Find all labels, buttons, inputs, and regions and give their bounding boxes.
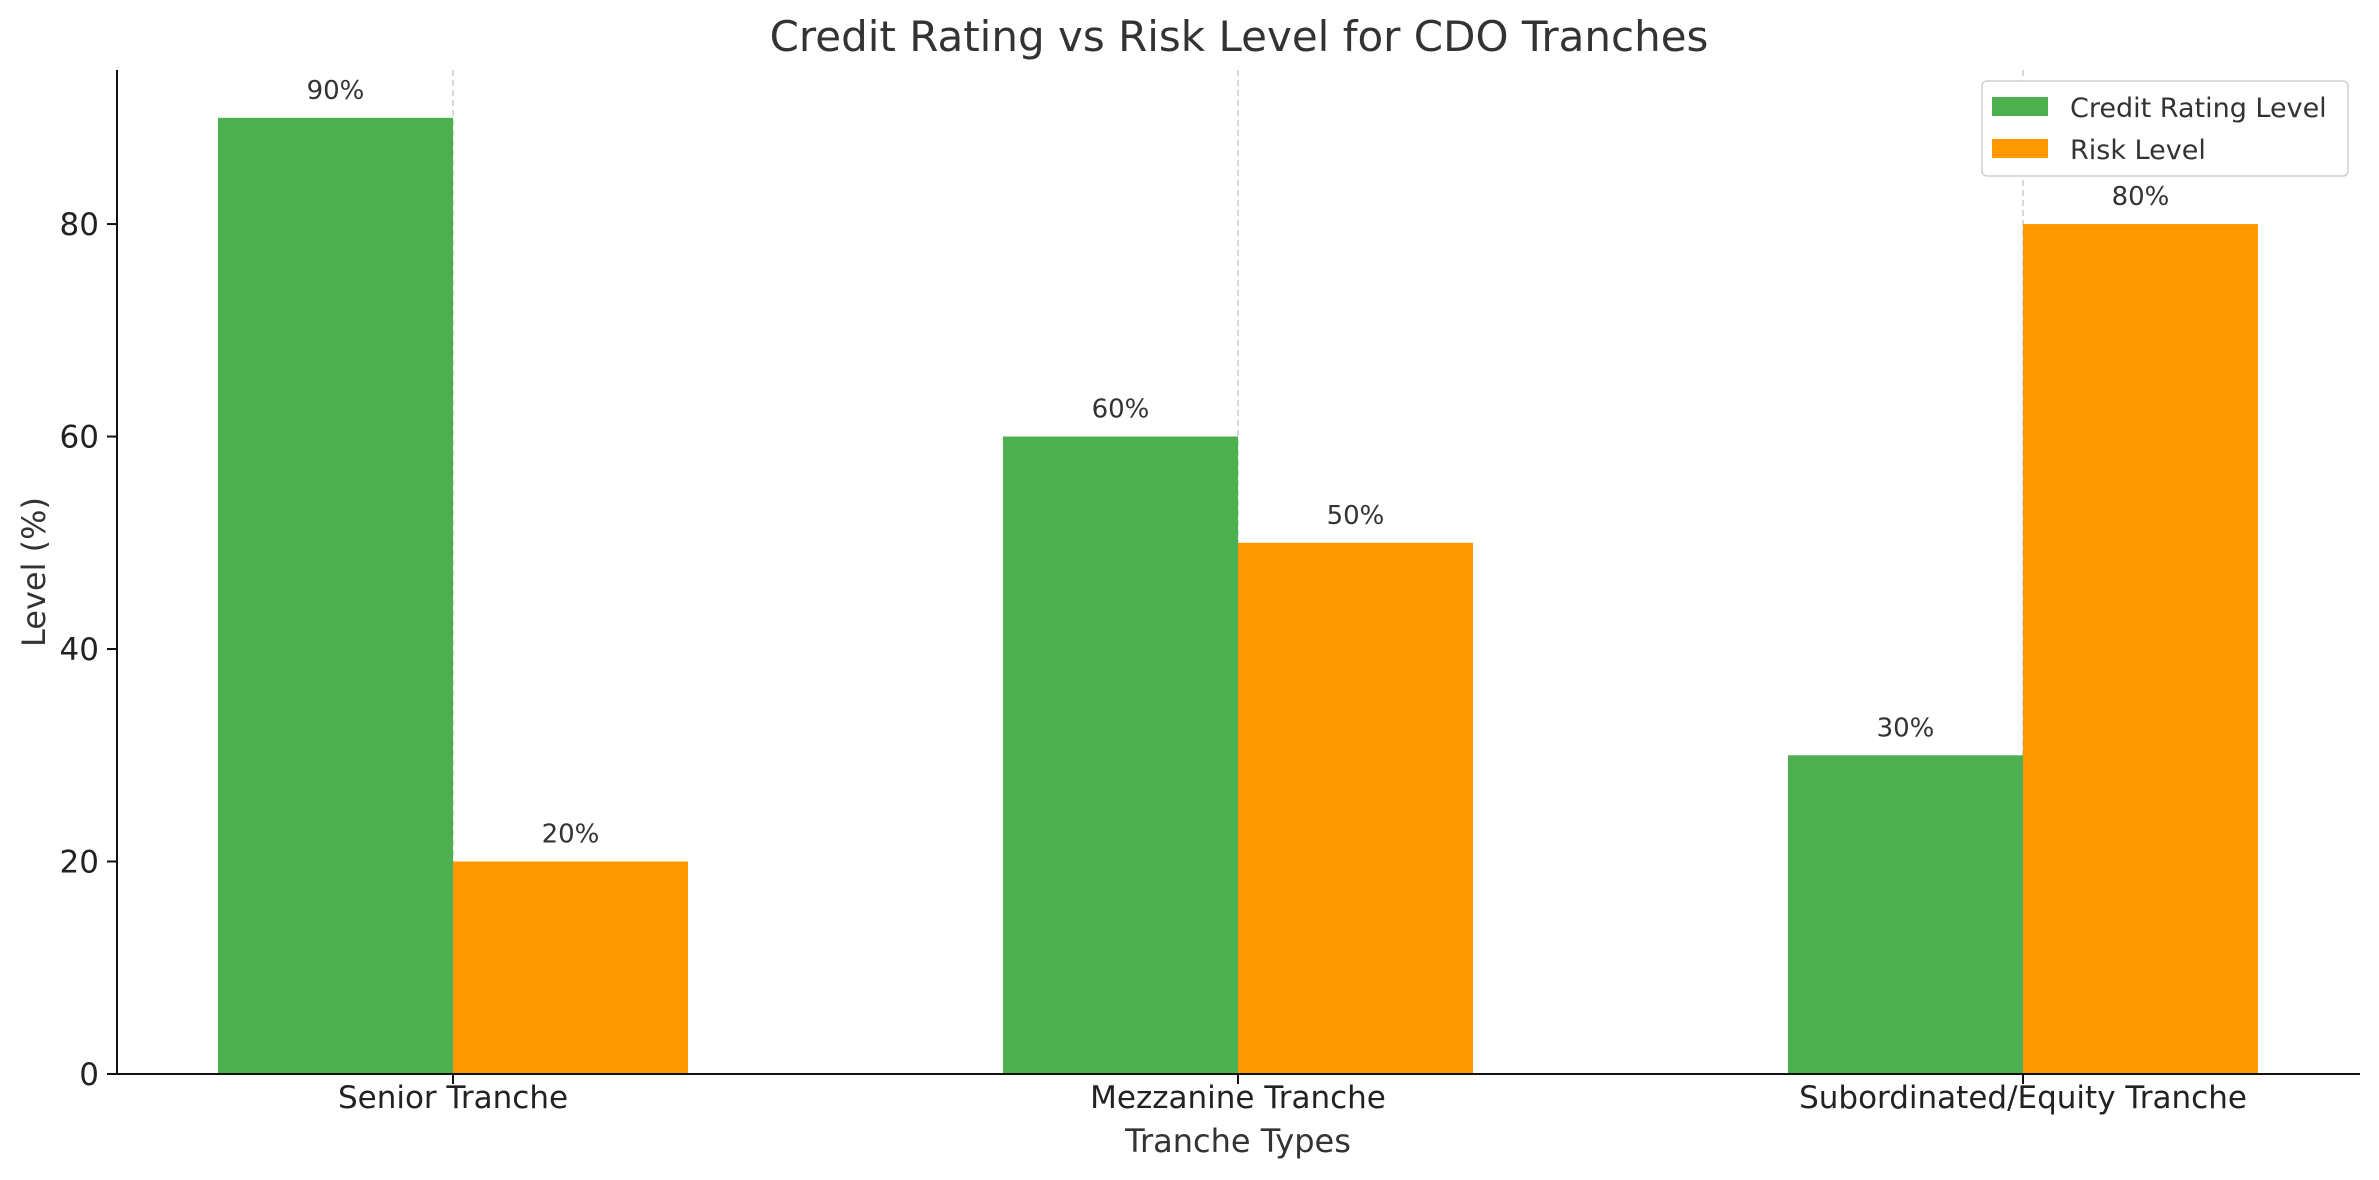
bar-risk-level-1 [453,861,688,1074]
data-label-credit-rating-3: 30% [1877,713,1935,743]
x-axis-label: Tranche Types [1124,1122,1351,1160]
data-label-risk-level-1: 20% [542,820,600,850]
bar-risk-level-2 [1238,542,1473,1074]
y-tick-label-60: 60 [60,420,99,456]
bar-risk-level-3 [2023,224,2258,1074]
chart-title: Credit Rating vs Risk Level for CDO Tran… [770,12,1709,61]
x-tick-label-2: Mezzanine Tranche [1090,1080,1386,1116]
bar-credit-rating-1 [218,117,453,1075]
y-tick-label-0: 0 [79,1057,99,1093]
data-label-credit-rating-1: 90% [307,76,365,106]
legend-swatch-credit-rating [1992,97,2048,116]
y-tick-label-40: 40 [60,632,99,668]
legend-label-risk-level: Risk Level [2070,135,2206,166]
legend-box [1981,80,2349,177]
axes: 0 20 40 60 80 Senior Tranche Mezzanine Tranche… [60,70,2360,1116]
data-label-credit-rating-2: 60% [1092,395,1150,425]
x-tick-label-3: Subordinated/Equity Tranche [1799,1080,2247,1116]
y-tick-label-80: 80 [60,207,99,243]
bar-credit-rating-2 [1003,436,1238,1074]
bar-credit-rating-3 [1788,755,2023,1074]
legend: Credit Rating Level Risk Level [1981,80,2349,177]
data-labels: 90% 60% 30% 20% 50% 80% [307,76,2170,850]
data-label-risk-level-3: 80% [2112,182,2170,212]
x-tick-label-1: Senior Tranche [338,1080,568,1116]
y-axis-label: Level (%) [15,497,53,647]
legend-label-credit-rating: Credit Rating Level [2070,93,2327,124]
bars [218,117,2258,1075]
y-tick-label-20: 20 [60,845,99,881]
legend-swatch-risk-level [1992,139,2048,158]
data-label-risk-level-2: 50% [1327,501,1385,531]
